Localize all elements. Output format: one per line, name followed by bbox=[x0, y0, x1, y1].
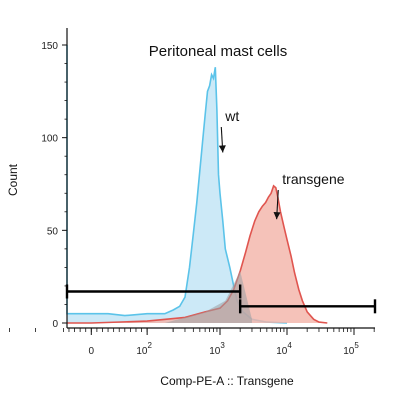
series-area-transgene bbox=[67, 185, 328, 323]
x-tick-label: 105 bbox=[343, 341, 359, 357]
y-tick: 50 bbox=[47, 226, 67, 237]
x-axis-label: Comp-PE-A :: Transgene bbox=[160, 374, 294, 388]
annotation-transgene: transgene bbox=[273, 171, 345, 220]
x-tick-label: 0 bbox=[89, 346, 95, 357]
x-tick-label: 103 bbox=[209, 341, 225, 357]
annotation-label: transgene bbox=[282, 171, 344, 187]
y-tick-label: 150 bbox=[41, 41, 58, 52]
y-tick: 150 bbox=[41, 41, 67, 52]
annotation-wt: wt bbox=[218, 108, 239, 153]
y-tick-label: 50 bbox=[47, 226, 59, 237]
overlap-shade bbox=[164, 271, 252, 323]
x-tick: 105 bbox=[343, 328, 359, 357]
annotation-label: wt bbox=[224, 108, 239, 124]
series-line-wt bbox=[66, 45, 288, 324]
chart-title: Peritoneal mast cells bbox=[149, 43, 287, 60]
arrow-head bbox=[218, 145, 226, 153]
y-axis-ticks: 0 50 100 150 bbox=[41, 41, 67, 330]
y-tick-label: 100 bbox=[41, 134, 58, 145]
x-axis-ticks: 0 102 103 104 105 bbox=[9, 328, 375, 357]
y-tick-label: 0 bbox=[52, 319, 58, 330]
plot-area bbox=[65, 28, 377, 329]
x-tick: 104 bbox=[276, 328, 292, 357]
x-tick-label: 102 bbox=[136, 341, 152, 357]
arrow-head bbox=[273, 212, 281, 220]
y-tick: 0 bbox=[52, 319, 67, 330]
x-tick: 103 bbox=[209, 328, 225, 357]
x-tick: 102 bbox=[136, 328, 152, 357]
gate-1 bbox=[65, 284, 242, 299]
annotations: wt transgene bbox=[218, 108, 345, 220]
x-tick: 0 bbox=[89, 328, 95, 357]
y-tick: 100 bbox=[41, 134, 67, 145]
x-tick-label: 104 bbox=[276, 341, 292, 357]
gate-2 bbox=[238, 299, 377, 314]
y-axis-label: Count bbox=[6, 163, 20, 196]
